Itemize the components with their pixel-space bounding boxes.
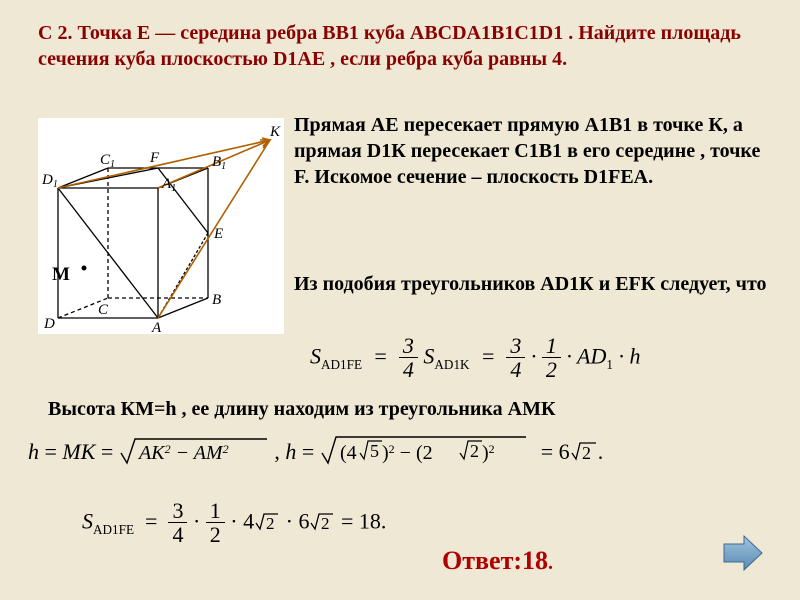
svg-text:)2 − (2: )2 − (2 [382, 442, 433, 464]
svg-text:A: A [151, 320, 162, 334]
svg-text:AK2 − AM2: AK2 − AM2 [137, 442, 229, 464]
problem-statement: С 2. Точка Е — середина ребра ВВ1 куба А… [38, 20, 758, 72]
svg-text:2: 2 [582, 443, 591, 463]
equation-height: h = MK = AK2 − AM2 , h = (4 5 )2 − (2 2 … [28, 433, 768, 469]
cube-diagram: A B C D A1 B1 C1 D1 E F K [38, 118, 284, 334]
svg-text:2: 2 [470, 441, 479, 461]
svg-text:2: 2 [321, 514, 330, 533]
point-m-label: М [52, 264, 70, 286]
solution-paragraph-2: Из подобия треугольников АD1К и ЕFК след… [294, 272, 774, 297]
svg-text:D: D [43, 316, 55, 332]
height-statement: Высота КМ=h , ее длину находим из треуго… [48, 398, 748, 421]
svg-text:)2: )2 [482, 442, 495, 464]
svg-text:E: E [213, 226, 223, 242]
svg-text:2: 2 [266, 514, 275, 533]
svg-text:B: B [212, 292, 221, 308]
next-button[interactable] [720, 530, 766, 576]
svg-text:(4: (4 [340, 442, 357, 464]
equation-final-area: SAD1FE = 34 · 12 · 42 · 62 = 18. [82, 500, 582, 547]
svg-text:F: F [149, 150, 160, 166]
svg-text:K: K [269, 124, 281, 140]
svg-text:5: 5 [370, 441, 379, 461]
svg-text:C: C [98, 302, 109, 318]
solution-paragraph-1: Прямая АЕ пересекает прямую А1В1 в точке… [294, 112, 774, 190]
equation-area-relation: SAD1FE = 34 SAD1K = 34 · 12 · AD1 · h [310, 335, 770, 382]
answer-label: Ответ:18. [442, 546, 553, 576]
